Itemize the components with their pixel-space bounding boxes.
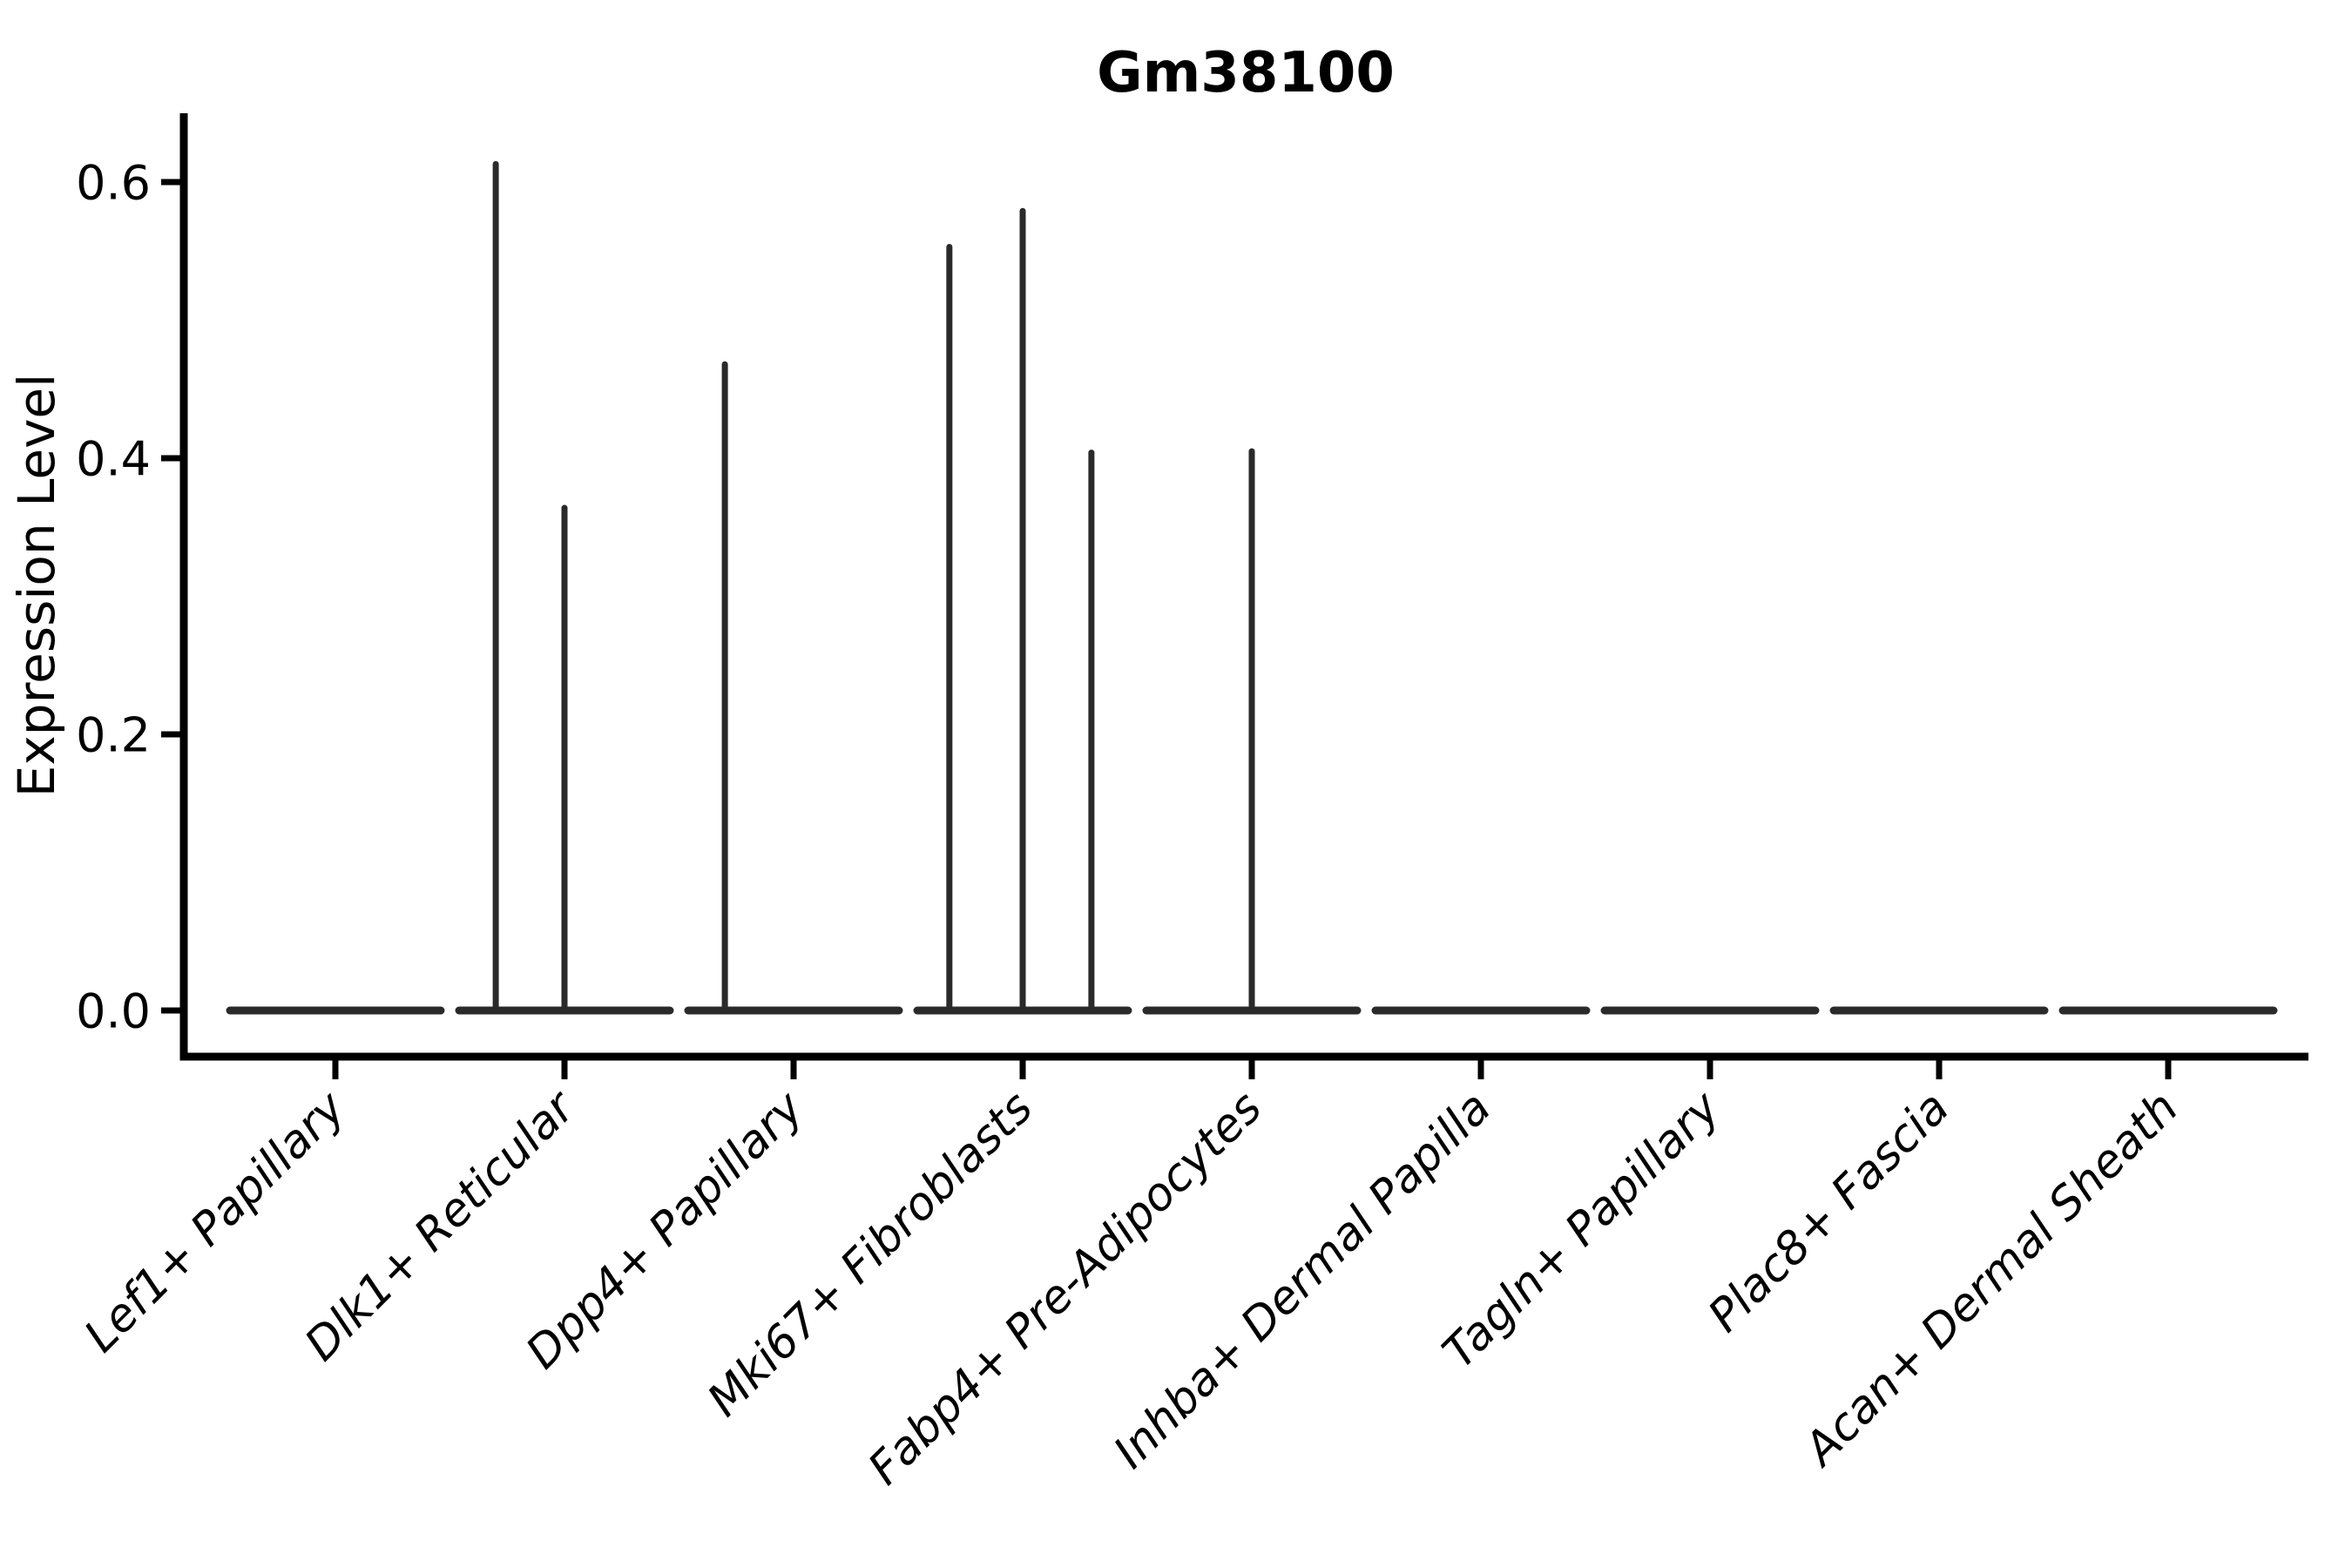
y-axis-label: Expression Level xyxy=(7,374,66,797)
violin xyxy=(913,207,1132,1015)
x-tick-label: Acan+ Dermal Sheath xyxy=(1793,1082,2188,1477)
y-tick-label: 0.4 xyxy=(76,431,151,486)
x-tick-label: Fabp4+ Pre-Adipocytes xyxy=(859,1082,1273,1496)
x-tick-label: Inhba+ Dermal Papilla xyxy=(1104,1082,1501,1479)
violin xyxy=(684,361,903,1015)
violin xyxy=(1142,448,1362,1015)
y-tick-label: 0.0 xyxy=(76,983,151,1038)
violin xyxy=(455,160,674,1015)
x-tick-label: Plac8+ Fascia xyxy=(1699,1082,1959,1342)
y-tick-label: 0.2 xyxy=(76,707,151,762)
plot-title: Gm38100 xyxy=(1097,41,1395,105)
violin-layer xyxy=(226,160,2278,1015)
y-tick-label: 0.6 xyxy=(76,155,151,210)
